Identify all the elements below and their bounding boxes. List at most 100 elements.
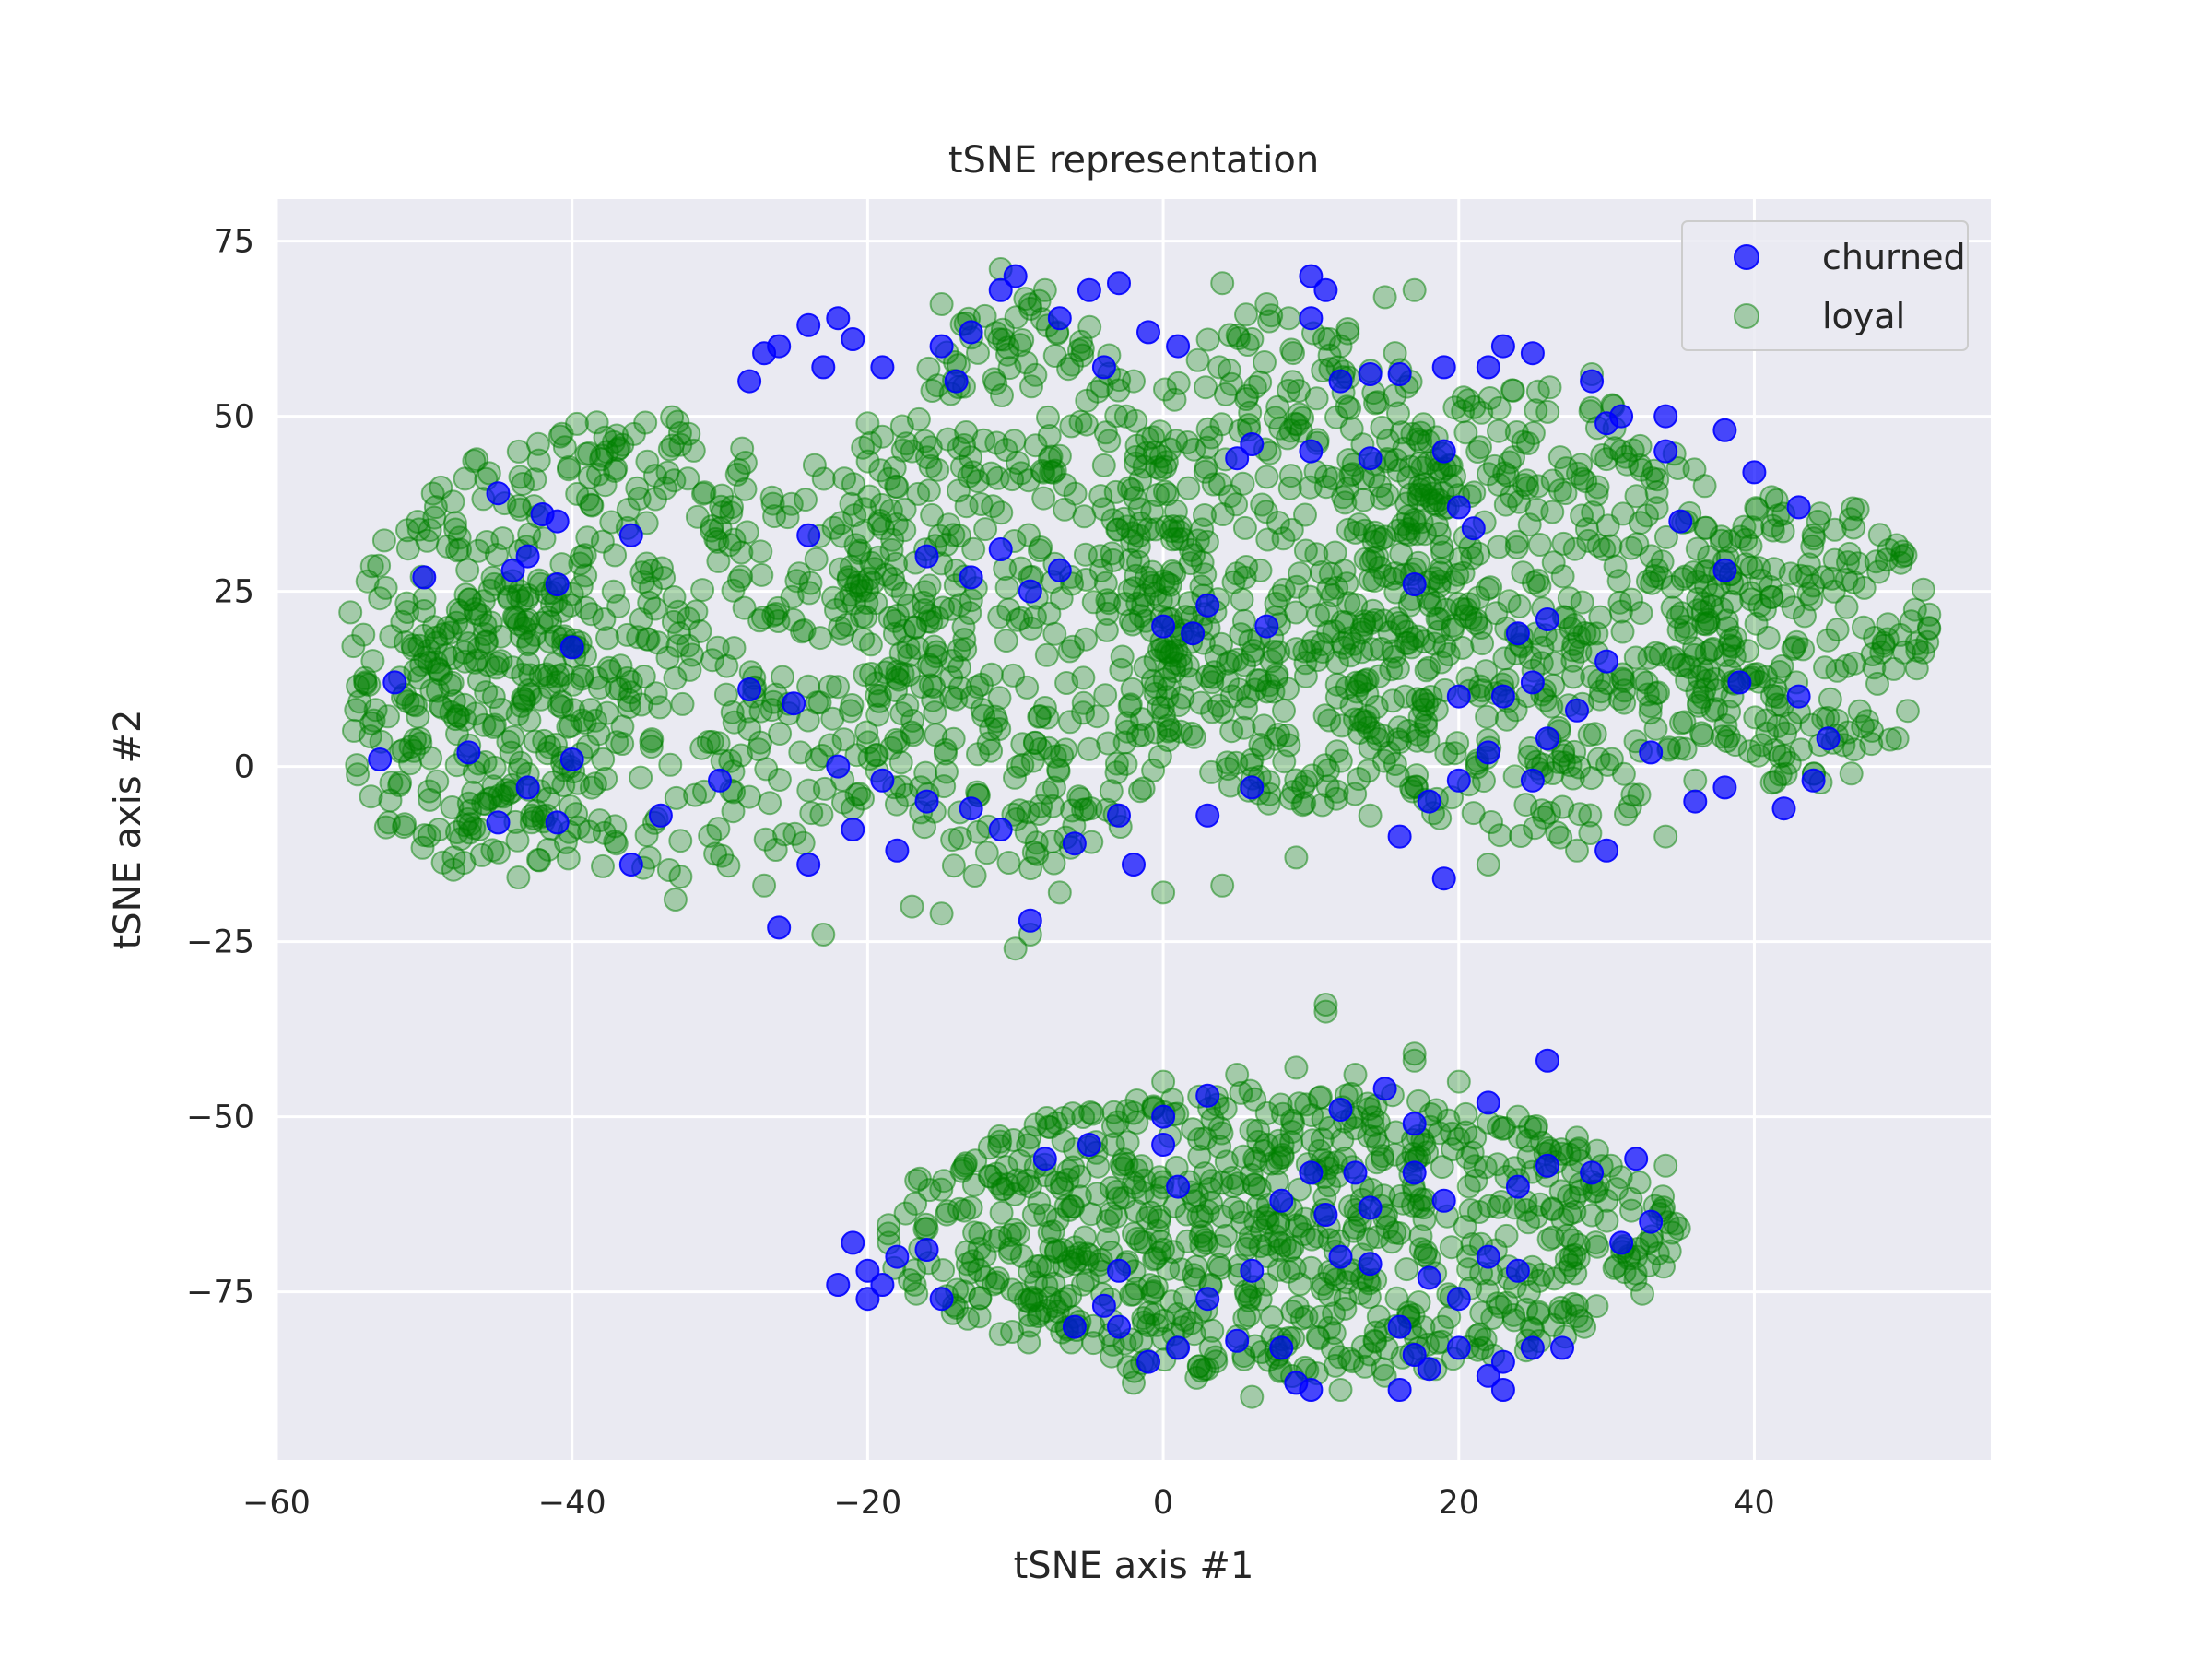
churned-point — [1550, 1335, 1574, 1360]
loyal-point — [1263, 726, 1288, 751]
loyal-point — [1284, 574, 1309, 599]
loyal-point — [1449, 596, 1474, 621]
loyal-point — [1723, 733, 1747, 758]
churned-point — [1328, 1244, 1353, 1269]
churned-point — [1490, 1378, 1515, 1402]
loyal-point — [1773, 721, 1798, 746]
loyal-point — [1100, 1114, 1125, 1139]
loyal-point — [855, 411, 880, 436]
loyal-point — [1485, 1152, 1510, 1177]
loyal-point — [1536, 1227, 1561, 1252]
churned-point — [1328, 369, 1353, 394]
loyal-point — [1131, 776, 1156, 801]
loyal-point — [1057, 710, 1082, 735]
loyal-point — [876, 1221, 900, 1246]
loyal-point — [1122, 1371, 1146, 1395]
loyal-point — [1000, 467, 1025, 492]
loyal-point — [1352, 609, 1377, 634]
churned-point — [1505, 621, 1530, 646]
loyal-point — [601, 579, 626, 604]
loyal-point — [884, 551, 909, 576]
loyal-point — [468, 603, 493, 628]
loyal-point — [749, 562, 774, 587]
loyal-point — [1682, 636, 1706, 661]
loyal-point — [477, 787, 501, 811]
loyal-point — [1468, 674, 1492, 699]
churned-point — [959, 565, 983, 590]
churned-point — [1712, 775, 1737, 800]
loyal-point — [664, 785, 688, 810]
loyal-point — [1492, 646, 1517, 671]
loyal-point — [640, 727, 665, 752]
loyal-point — [758, 791, 782, 816]
loyal-point — [1439, 473, 1464, 498]
loyal-point — [929, 901, 954, 926]
loyal-point — [556, 714, 581, 739]
loyal-point — [648, 695, 672, 720]
loyal-point — [1456, 1174, 1481, 1199]
loyal-point — [1190, 550, 1215, 575]
churned-point — [1313, 1203, 1338, 1227]
loyal-point — [1550, 794, 1575, 819]
loyal-point — [504, 607, 529, 632]
loyal-point — [1557, 586, 1582, 611]
loyal-point — [1265, 662, 1289, 687]
loyal-point — [996, 597, 1021, 622]
loyal-point — [1577, 723, 1602, 747]
loyal-point — [987, 686, 1012, 711]
loyal-point — [453, 582, 478, 607]
loyal-point — [1744, 611, 1769, 636]
y-tick-labels: 75 50 25 0 −25 −50 −75 — [186, 224, 254, 1312]
loyal-point — [474, 680, 499, 705]
loyal-point — [1118, 547, 1143, 572]
loyal-point — [1071, 665, 1096, 690]
loyal-point — [1352, 710, 1377, 735]
loyal-point — [1889, 544, 1914, 569]
loyal-point — [1565, 838, 1589, 863]
loyal-point — [1429, 556, 1453, 581]
loyal-point — [920, 379, 945, 403]
loyal-point — [932, 1169, 957, 1194]
churned-point — [914, 1238, 939, 1262]
loyal-point — [1660, 595, 1685, 620]
loyal-point — [925, 606, 950, 630]
loyal-point — [1441, 1137, 1465, 1161]
loyal-point — [1057, 639, 1082, 664]
loyal-point — [639, 559, 664, 583]
churned-point — [988, 818, 1013, 841]
loyal-point — [488, 649, 513, 674]
loyal-point — [1351, 488, 1376, 512]
loyal-point — [1337, 396, 1362, 421]
loyal-point — [1181, 1117, 1206, 1142]
loyal-point — [882, 455, 907, 480]
loyal-point — [1239, 1118, 1264, 1143]
churned-point — [1358, 1195, 1382, 1220]
churned-point — [826, 1273, 851, 1297]
loyal-point — [1377, 740, 1402, 765]
loyal-point — [1583, 1230, 1608, 1255]
loyal-point — [818, 674, 842, 699]
loyal-point — [954, 420, 979, 444]
churned-point — [1387, 824, 1412, 849]
loyal-point — [1673, 564, 1698, 589]
loyal-point — [1018, 616, 1043, 641]
loyal-point — [1606, 569, 1631, 594]
loyal-point — [518, 663, 543, 688]
loyal-point — [1732, 514, 1757, 539]
loyal-point — [676, 633, 700, 658]
loyal-point — [1687, 690, 1712, 715]
loyal-point — [829, 511, 853, 535]
loyal-point — [763, 602, 788, 626]
loyal-point — [997, 356, 1022, 381]
churned-point — [914, 544, 939, 569]
loyal-point — [617, 688, 641, 712]
loyal-point — [360, 649, 385, 674]
loyal-point — [897, 643, 922, 668]
loyal-point — [1129, 1230, 1153, 1254]
churned-point — [1151, 614, 1176, 639]
churned-point — [1594, 649, 1619, 674]
loyal-point — [929, 292, 954, 316]
loyal-point — [987, 1134, 1012, 1159]
loyal-point — [1284, 1055, 1309, 1080]
loyal-point — [351, 622, 376, 647]
